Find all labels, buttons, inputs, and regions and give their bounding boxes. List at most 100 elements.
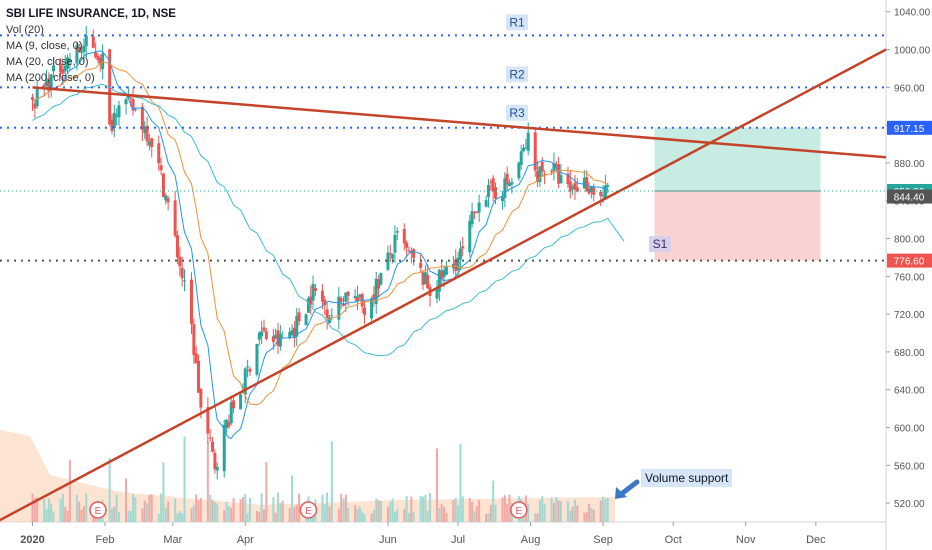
candle-body	[442, 269, 446, 277]
volume-bar	[223, 510, 226, 522]
volume-bar	[192, 505, 195, 522]
candle-body	[489, 181, 493, 183]
candle-body	[510, 181, 514, 185]
volume-bar	[452, 500, 455, 522]
candle-body	[94, 52, 98, 58]
volume-bar	[206, 442, 209, 522]
y-tick-label: 600.00	[894, 424, 925, 435]
candle-body	[239, 394, 243, 410]
candle-body	[35, 87, 39, 107]
candle-body	[407, 250, 411, 252]
volume-support-arrow	[615, 479, 640, 499]
volume-bar	[258, 512, 261, 522]
candles	[30, 26, 610, 480]
candle-body	[330, 315, 334, 317]
volume-bar	[503, 495, 506, 522]
volume-bar	[330, 441, 333, 522]
volume-bar	[36, 497, 39, 522]
candle-body	[461, 246, 465, 249]
indicator-ma20[interactable]: MA (20, close, 0)	[6, 56, 89, 68]
candle-body	[601, 195, 605, 197]
candle-body	[164, 195, 168, 201]
volume-bar	[412, 511, 415, 522]
x-tick-label: Mar	[163, 534, 182, 546]
volume-bar	[457, 505, 460, 522]
volume-bar	[573, 499, 576, 522]
candle-body	[444, 266, 448, 275]
candle-body	[47, 78, 51, 92]
candle-body	[222, 424, 226, 472]
label-r2-text: R2	[509, 67, 525, 81]
volume-bar	[588, 503, 591, 522]
candle-body	[297, 312, 301, 322]
volume-bar	[583, 512, 586, 522]
volume-bar	[134, 497, 137, 522]
x-tick-label: Sep	[593, 534, 613, 546]
volume-bar	[386, 506, 389, 522]
price-label-bg	[887, 120, 932, 135]
volume-bar	[110, 508, 113, 522]
volume-bar	[150, 494, 153, 522]
candle-body	[538, 166, 542, 183]
candle-body	[159, 165, 163, 170]
symbol-title[interactable]: SBI LIFE INSURANCE, 1D, NSE	[6, 8, 176, 20]
volume-bar	[443, 506, 446, 522]
volume-bar	[478, 499, 481, 522]
volume-bar	[328, 506, 331, 522]
candle-body	[559, 175, 563, 184]
candle-body	[175, 235, 179, 258]
candle-body	[458, 248, 462, 260]
volume-bar	[461, 496, 464, 522]
volume-bar	[66, 510, 69, 522]
volume-bar	[78, 501, 81, 522]
candle-body	[426, 275, 430, 289]
volume-bar	[454, 497, 457, 522]
candle-body	[290, 330, 294, 336]
earnings-marker-circle	[510, 501, 528, 519]
volume-bar	[342, 498, 345, 522]
volume-bar	[323, 504, 326, 522]
candle-body	[391, 254, 395, 259]
volume-support-callout[interactable]: Volume support	[641, 469, 733, 487]
label-r2: R2	[506, 66, 528, 83]
target-zone	[654, 127, 821, 191]
candle-body	[30, 97, 34, 100]
candle-body	[358, 294, 362, 298]
arrow-shaft	[617, 479, 640, 498]
candle-body	[508, 183, 512, 187]
candle-body	[150, 138, 154, 147]
candle-body	[341, 303, 345, 306]
candle-body	[276, 330, 280, 346]
candle-body	[45, 80, 49, 86]
indicator-ma200[interactable]: MA (200, close, 0)	[6, 72, 95, 84]
candle-body	[248, 368, 252, 372]
earnings-marker-label: E	[95, 506, 102, 517]
volume-bar	[291, 475, 294, 522]
volume-bar	[471, 502, 474, 522]
price-axis-panel	[886, 0, 932, 550]
candle-body	[140, 106, 144, 130]
volume-bar	[108, 457, 111, 522]
candle-body	[524, 147, 528, 149]
candle-body	[589, 185, 593, 193]
x-tick-label: Apr	[237, 534, 254, 546]
volume-bar	[281, 500, 284, 522]
price-label: 917.15	[894, 124, 925, 135]
volume-bar	[440, 503, 443, 522]
indicator-volume[interactable]: Vol (20)	[6, 24, 44, 36]
candle-body	[52, 65, 56, 72]
volume-bar	[211, 499, 214, 522]
candle-body	[377, 279, 381, 289]
candle-body	[42, 84, 46, 87]
x-tick-label: 2020	[20, 534, 44, 546]
volume-bar	[475, 506, 478, 522]
volume-bar	[354, 505, 357, 522]
candle-body	[493, 187, 497, 199]
volume-bar	[459, 443, 462, 522]
candle-body	[63, 65, 67, 72]
volume-bar	[424, 495, 427, 522]
candle-body	[585, 177, 589, 192]
volume-bar	[485, 513, 488, 522]
indicator-ma9[interactable]: MA (9, close, 0)	[6, 40, 83, 52]
